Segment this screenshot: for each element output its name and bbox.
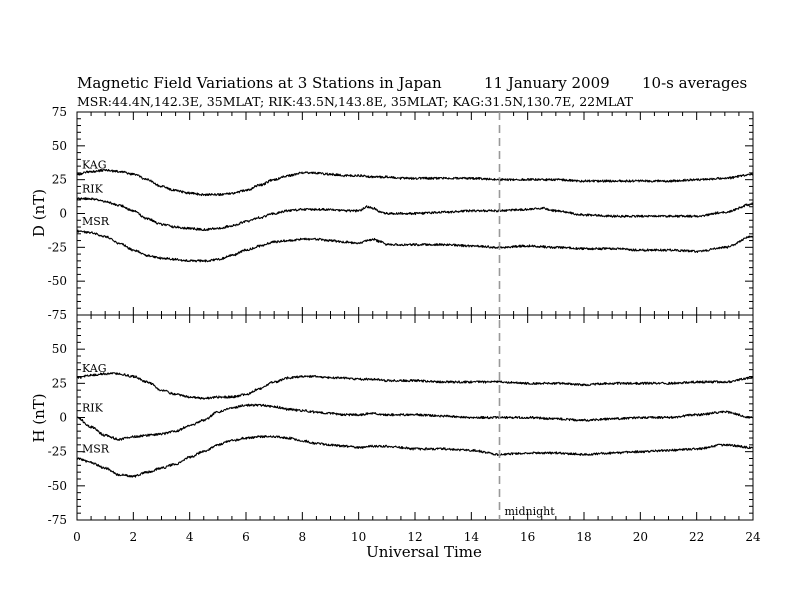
y-tick-label: -25 (48, 240, 67, 254)
y-tick-label: 25 (52, 376, 67, 390)
x-tick-label: 2 (130, 530, 138, 544)
series-label-d-rik: RIK (82, 183, 104, 196)
series-label-h-rik: RIK (82, 402, 104, 415)
x-tick-label: 8 (299, 530, 307, 544)
y-tick-label: 25 (52, 173, 67, 187)
y-tick-label: -75 (48, 513, 67, 527)
y-tick-label: 75 (52, 105, 67, 119)
y-tick-label: 0 (59, 411, 67, 425)
series-label-h-kag: KAG (82, 362, 107, 375)
series-label-d-kag: KAG (82, 158, 107, 171)
x-tick-label: 16 (520, 530, 535, 544)
h-axis-label: H (nT) (30, 393, 48, 442)
y-tick-label: 0 (59, 207, 67, 221)
x-axis-ticks: 0 2 4 6 8 10 12 14 16 18 20 22 24 (73, 530, 761, 544)
series-line-h-kag (76, 372, 754, 400)
chart-date: 11 January 2009 (484, 74, 610, 92)
x-tick-label: 24 (745, 530, 761, 544)
series-line-h-msr (76, 434, 754, 478)
y-tick-label: -75 (48, 308, 67, 322)
y-tick-label: 50 (52, 139, 67, 153)
y-tick-label: -50 (48, 479, 67, 493)
chart-averaging: 10-s averages (642, 74, 747, 92)
d-axis-label: D (nT) (30, 189, 48, 237)
series-line-d-rik (76, 197, 754, 232)
chart-title: Magnetic Field Variations at 3 Stations … (77, 74, 442, 92)
x-axis-label: Universal Time (366, 543, 482, 561)
d-panel-ticks: 75 50 25 0 -25 -50 -75 (48, 105, 754, 322)
x-tick-label: 12 (407, 530, 422, 544)
x-tick-label: 4 (186, 530, 194, 544)
midnight-label: midnight (505, 505, 556, 518)
y-tick-label: 50 (52, 342, 67, 356)
station-coordinates: MSR:44.4N,142.3E, 35MLAT; RIK:43.5N,143.… (77, 94, 634, 109)
x-tick-label: 0 (73, 530, 81, 544)
series-line-d-kag (76, 168, 754, 197)
x-tick-label: 22 (689, 530, 704, 544)
h-panel-series: KAG RIK MSR (76, 362, 754, 478)
h-panel-ticks: 50 25 0 -25 -50 -75 (48, 314, 754, 527)
series-line-h-rik (76, 403, 754, 441)
series-label-d-msr: MSR (82, 215, 110, 228)
series-label-h-msr: MSR (82, 443, 110, 456)
x-tick-label: 18 (576, 530, 591, 544)
x-tick-label: 6 (242, 530, 250, 544)
series-line-d-msr (76, 229, 754, 263)
x-tick-label: 10 (351, 530, 366, 544)
y-tick-label: -25 (48, 445, 67, 459)
y-tick-label: -50 (48, 274, 67, 288)
x-tick-label: 20 (633, 530, 648, 544)
x-tick-label: 14 (464, 530, 480, 544)
d-component-panel: 75 50 25 0 -25 -50 -75 KAG RIK MSR D (nT) (30, 105, 754, 322)
d-panel-series: KAG RIK MSR (76, 158, 754, 263)
h-component-panel: 50 25 0 -25 -50 -75 KAG RIK MSR H (nT) (30, 314, 754, 527)
